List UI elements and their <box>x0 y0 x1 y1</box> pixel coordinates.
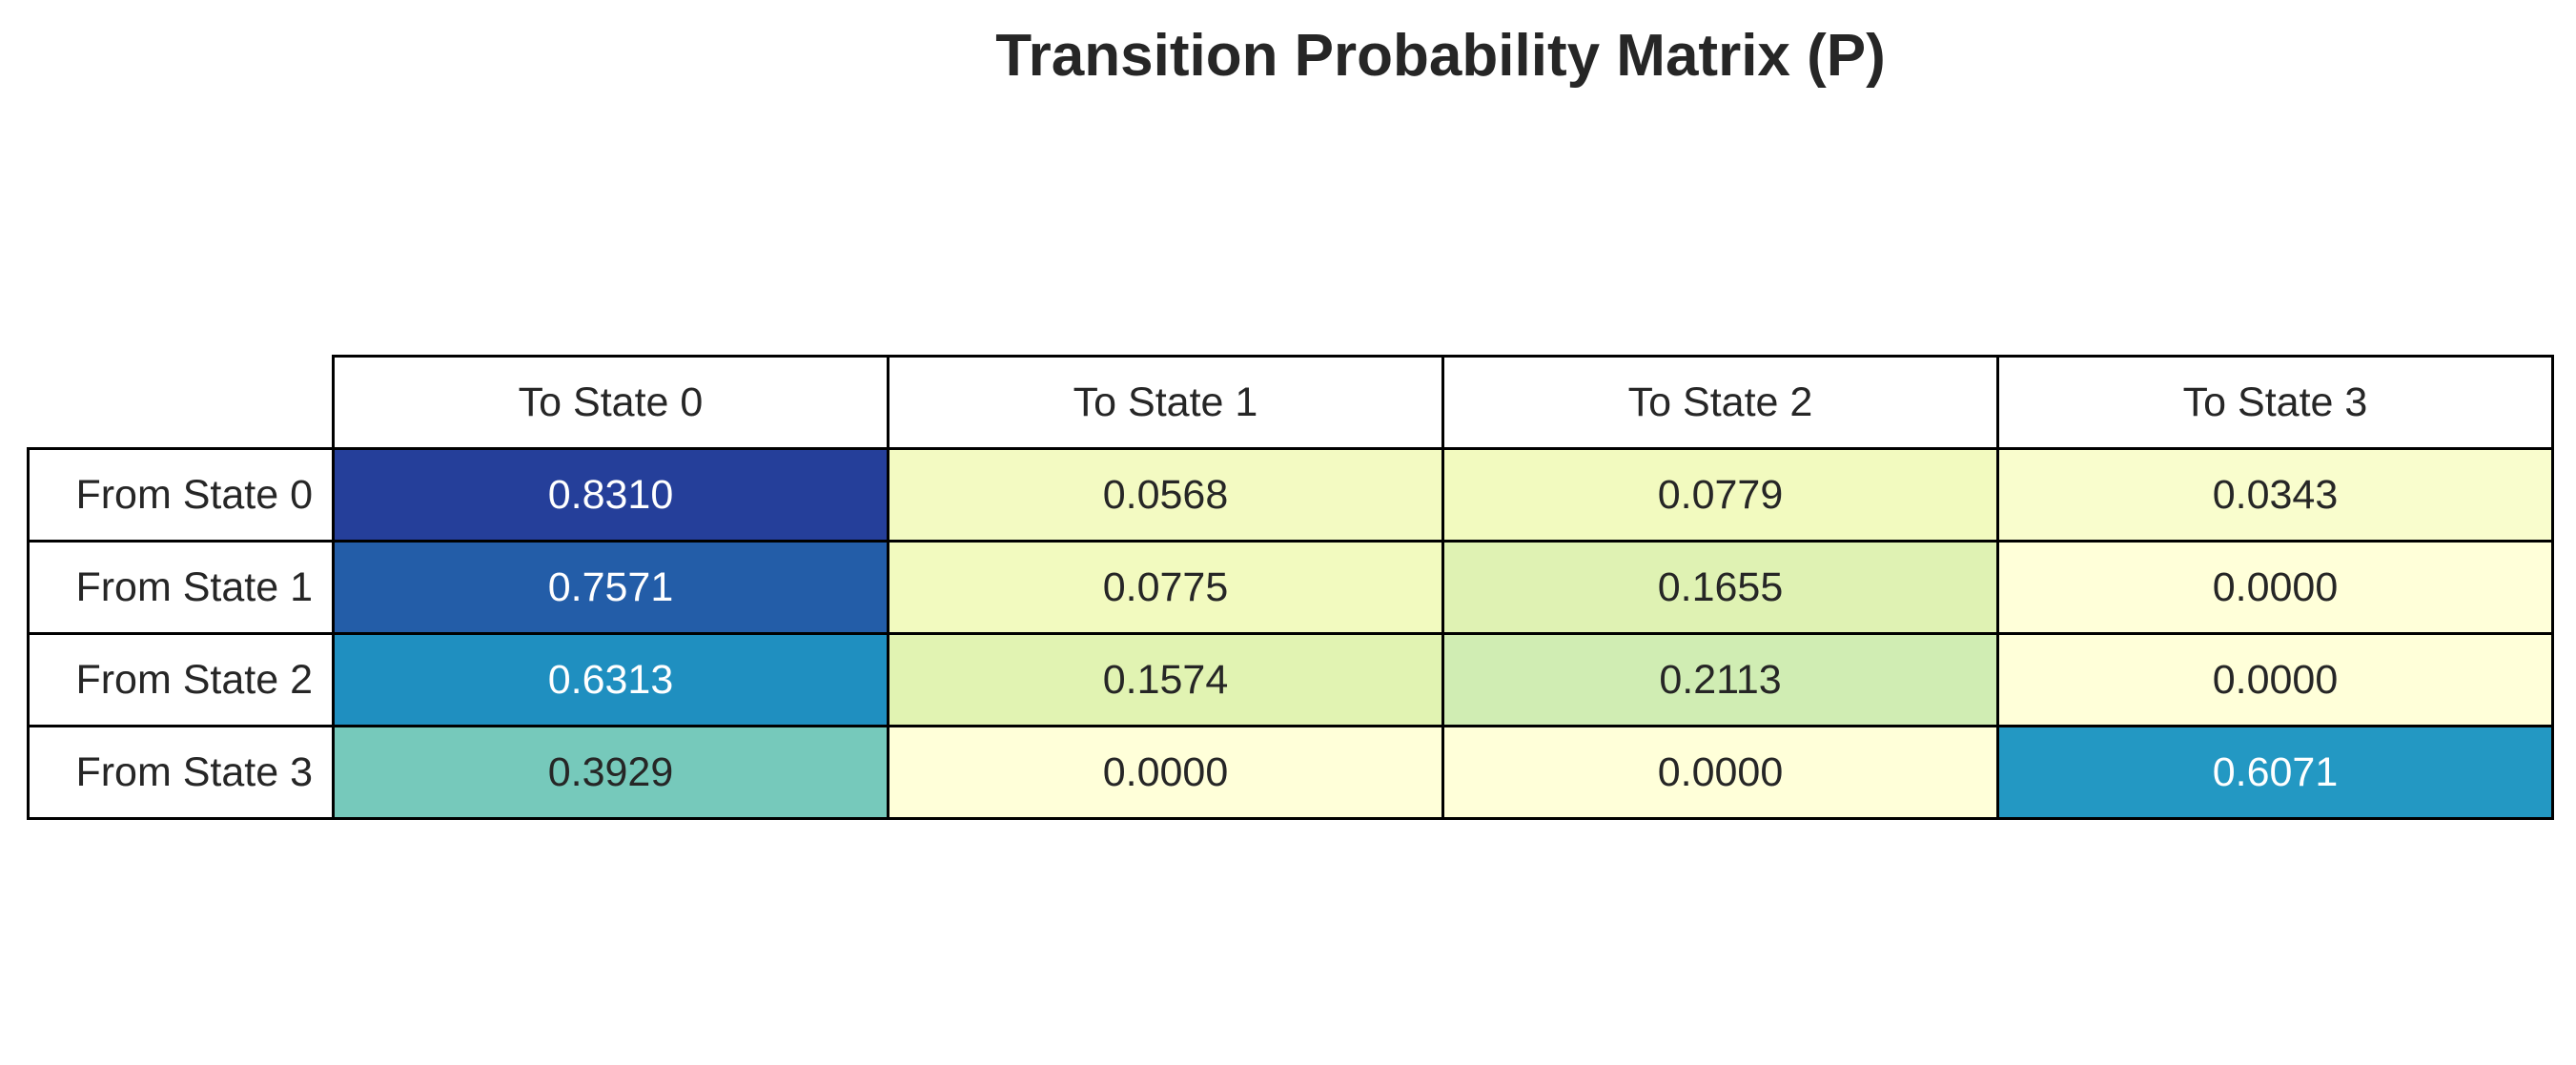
row-header: From State 1 <box>27 540 335 635</box>
table-row: From State 0 0.8310 0.0568 0.0779 0.0343 <box>27 447 2554 543</box>
chart-title: Transition Probability Matrix (P) <box>995 23 1886 89</box>
table-row: From State 2 0.6313 0.1574 0.2113 0.0000 <box>27 632 2554 727</box>
matrix-cell: 0.0000 <box>887 725 1444 820</box>
row-header: From State 0 <box>27 447 335 543</box>
matrix-cell: 0.6071 <box>1996 725 2554 820</box>
matrix-cell: 0.6313 <box>332 632 889 727</box>
matrix-cell: 0.8310 <box>332 447 889 543</box>
matrix-cell: 0.2113 <box>1441 632 1999 727</box>
column-header: To State 3 <box>1996 355 2554 450</box>
table-row: From State 3 0.3929 0.0000 0.0000 0.6071 <box>27 725 2554 820</box>
matrix-cell: 0.7571 <box>332 540 889 635</box>
matrix-cell: 0.0000 <box>1441 725 1999 820</box>
matrix-cell: 0.0000 <box>1996 540 2554 635</box>
matrix-cell: 0.0779 <box>1441 447 1999 543</box>
row-header: From State 3 <box>27 725 335 820</box>
column-header: To State 1 <box>887 355 1444 450</box>
corner-cell <box>29 357 334 449</box>
column-header: To State 0 <box>332 355 889 450</box>
table-row: From State 1 0.7571 0.0775 0.1655 0.0000 <box>27 540 2554 635</box>
row-header: From State 2 <box>27 632 335 727</box>
matrix-cell: 0.3929 <box>332 725 889 820</box>
header-row: To State 0 To State 1 To State 2 To Stat… <box>29 355 2554 450</box>
matrix-cell: 0.0568 <box>887 447 1444 543</box>
transition-matrix-table: To State 0 To State 1 To State 2 To Stat… <box>27 355 2554 820</box>
matrix-cell: 0.1655 <box>1441 540 1999 635</box>
column-header: To State 2 <box>1441 355 1999 450</box>
matrix-cell: 0.1574 <box>887 632 1444 727</box>
matrix-cell: 0.0000 <box>1996 632 2554 727</box>
matrix-cell: 0.0775 <box>887 540 1444 635</box>
matrix-cell: 0.0343 <box>1996 447 2554 543</box>
